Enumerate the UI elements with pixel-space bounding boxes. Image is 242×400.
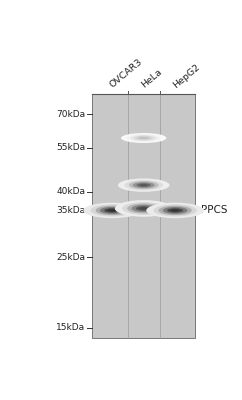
Ellipse shape (139, 207, 148, 210)
Ellipse shape (100, 207, 125, 214)
Ellipse shape (104, 208, 120, 212)
Text: 70kDa: 70kDa (56, 110, 85, 119)
Text: PPCS: PPCS (201, 206, 227, 216)
Ellipse shape (140, 137, 147, 139)
Ellipse shape (121, 133, 166, 143)
Ellipse shape (140, 184, 148, 186)
Ellipse shape (127, 134, 161, 142)
Text: OVCAR3: OVCAR3 (108, 57, 144, 90)
Ellipse shape (159, 206, 192, 215)
Text: 25kDa: 25kDa (56, 252, 85, 262)
Text: HepG2: HepG2 (171, 62, 202, 90)
Ellipse shape (108, 209, 117, 212)
Ellipse shape (91, 204, 134, 216)
Bar (92, 94, 195, 338)
Text: HeLa: HeLa (140, 67, 164, 90)
Ellipse shape (133, 182, 155, 188)
Ellipse shape (136, 206, 152, 211)
Ellipse shape (131, 205, 156, 212)
Ellipse shape (122, 202, 165, 215)
Ellipse shape (134, 136, 153, 140)
Text: 40kDa: 40kDa (56, 187, 85, 196)
Ellipse shape (137, 137, 150, 139)
Text: 15kDa: 15kDa (56, 324, 85, 332)
Ellipse shape (171, 209, 180, 212)
Ellipse shape (163, 207, 188, 214)
Ellipse shape (146, 203, 204, 218)
Ellipse shape (127, 203, 160, 214)
Ellipse shape (83, 203, 141, 218)
Ellipse shape (129, 181, 159, 189)
Ellipse shape (118, 178, 169, 192)
Text: 55kDa: 55kDa (56, 143, 85, 152)
Ellipse shape (96, 206, 129, 215)
Ellipse shape (124, 180, 163, 190)
Ellipse shape (137, 183, 151, 187)
Ellipse shape (153, 204, 197, 216)
Ellipse shape (131, 135, 157, 141)
Text: 35kDa: 35kDa (56, 206, 85, 215)
Ellipse shape (167, 208, 183, 212)
Ellipse shape (115, 200, 173, 217)
